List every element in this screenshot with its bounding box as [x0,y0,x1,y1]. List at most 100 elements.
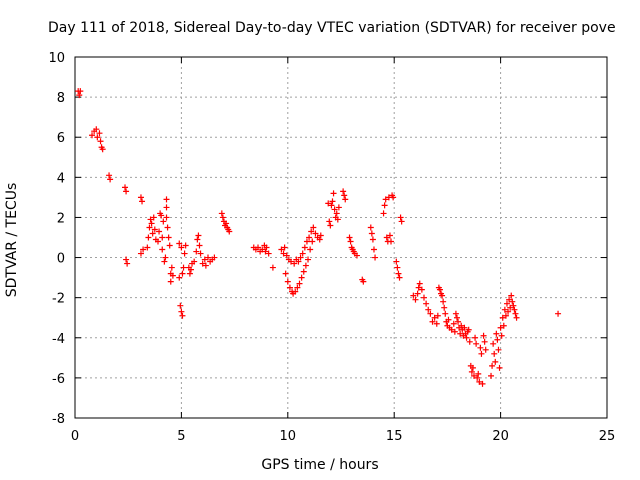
data-point [325,200,332,207]
data-point [415,284,422,291]
data-point [458,322,465,329]
data-point [107,176,114,183]
data-point [431,314,438,321]
data-point [453,314,460,321]
data-point [292,288,299,295]
x-tick-label: 25 [599,429,616,444]
data-point [429,318,436,325]
x-tick-label: 15 [386,429,403,444]
data-point [193,248,200,255]
data-point [262,248,269,255]
data-point [299,250,306,257]
data-point [165,234,172,241]
data-point [312,230,319,237]
data-point [301,244,308,251]
data-point [137,194,144,201]
data-point [334,216,341,223]
data-point [160,218,167,225]
data-point [505,308,512,315]
data-point [163,204,170,211]
data-point [180,264,187,271]
data-point [123,188,130,195]
data-point [466,338,473,345]
data-point [509,298,516,305]
data-point [197,250,204,257]
data-point [97,138,104,145]
data-point [280,250,287,257]
data-point [346,234,353,241]
data-point [382,196,389,203]
data-point [94,134,101,141]
data-point [281,244,288,251]
data-point [328,202,335,209]
data-point [478,350,485,357]
data-point [502,312,509,319]
data-point [381,202,388,209]
data-point [297,254,304,261]
data-point [506,296,513,303]
y-tick-label: -8 [52,412,65,427]
data-point [145,234,152,241]
data-point [448,326,455,333]
data-point [420,294,427,301]
data-point [441,304,448,311]
data-point [194,236,201,243]
x-tick-label: 5 [177,429,185,444]
data-point [394,264,401,271]
data-point [178,244,185,251]
data-point [211,254,218,261]
data-point [168,264,175,271]
data-point [465,326,472,333]
data-point [187,266,194,273]
data-point [498,332,505,339]
data-point [300,268,307,275]
data-point [164,224,171,231]
plot-frame [74,56,608,419]
data-point [159,234,166,241]
data-point [76,92,83,99]
data-point [283,252,290,259]
data-point [481,338,488,345]
data-point [158,212,165,219]
data-point [398,218,405,225]
data-point [308,228,315,235]
data-point [360,278,367,285]
data-point [296,280,303,287]
data-point [163,214,170,221]
data-point [393,258,400,265]
data-point [512,310,519,317]
data-point [263,244,270,251]
data-point [106,172,113,179]
data-point [150,214,157,221]
data-point [151,226,158,233]
data-point [463,334,470,341]
data-point [282,270,289,277]
data-point [476,378,483,385]
data-point [439,292,446,299]
data-point [555,310,562,317]
data-point [199,260,206,267]
data-point [99,146,106,153]
data-point [159,246,166,253]
data-point [434,312,441,319]
data-point [473,340,480,347]
data-point [513,314,520,321]
data-point [416,280,423,287]
data-point [368,230,375,237]
data-point [305,256,312,263]
data-point [488,372,495,379]
data-point [326,218,333,225]
data-point [179,312,186,319]
data-point [390,194,397,201]
data-point [414,290,421,297]
data-point [496,364,503,371]
data-point [492,358,499,365]
data-point [397,214,404,221]
data-point [347,238,354,245]
data-point [156,228,163,235]
data-point [433,320,440,327]
data-point [383,234,390,241]
data-point [341,192,348,199]
data-point [77,88,84,95]
